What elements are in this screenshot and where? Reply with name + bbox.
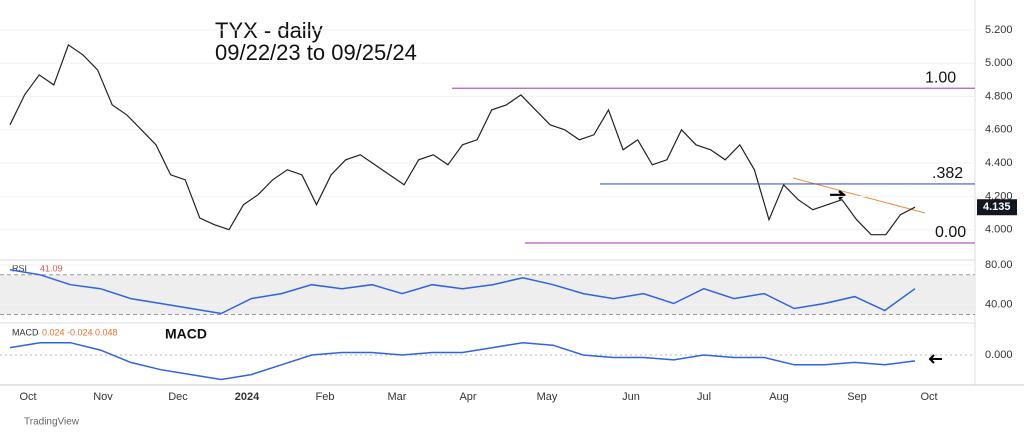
indicator-line [9,341,916,381]
price-line [9,43,916,236]
x-tick-label: Jul [697,391,711,403]
legend: MACD [12,327,39,337]
arrow [928,354,942,364]
level-label: 1.00 [925,69,956,86]
y-tick-label: 40.00 [985,298,1013,310]
x-tick-label: Mar [388,391,407,403]
y-tick-label: 80.00 [985,259,1013,271]
y-tick-label: 4.600 [985,124,1013,136]
rsi-band [0,274,975,315]
y-tick-label: 4.800 [985,90,1013,102]
x-tick-label: Apr [459,391,476,403]
arrow [830,190,847,200]
x-tick-label: 2024 [235,391,260,403]
x-tick-label: Sep [847,391,867,403]
indicator-line [9,269,916,315]
chart-subtitle: 09/22/23 to 09/25/24 [215,40,417,65]
legend: 0.024 -0.024 0.048 [42,327,118,337]
price-tag [977,199,1017,216]
legend: RSI [12,263,27,273]
x-tick-label: Feb [316,391,335,403]
x-tick-label: Jun [622,391,640,403]
x-tick-label: Nov [93,391,113,403]
y-tick-label: 5.200 [985,24,1013,36]
x-tick-label: Oct [920,391,937,403]
y-tick-label: 0.000 [985,349,1013,361]
y-tick-label: 4.400 [985,157,1013,169]
level-label: .382 [932,165,963,182]
panel-label: MACD [165,326,207,342]
watermark: TradingView [24,417,80,428]
y-tick-label: 4.000 [985,224,1013,236]
x-tick-label: Oct [19,391,36,403]
x-tick-label: Aug [769,391,789,403]
price-tag-label: 4.135 [983,201,1011,213]
level-label: 0.00 [935,224,966,241]
x-tick-label: Dec [168,391,188,403]
x-tick-label: May [537,391,558,403]
legend: 41.09 [40,263,63,273]
y-tick-label: 5.000 [985,57,1013,69]
